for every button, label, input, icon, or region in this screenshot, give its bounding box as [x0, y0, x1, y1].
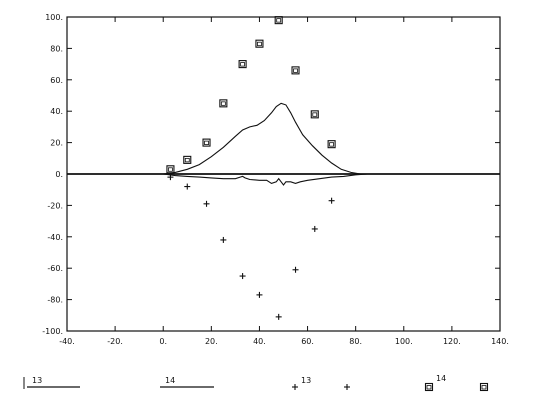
plus-marker — [292, 266, 299, 273]
legend-plus-marker — [292, 384, 298, 390]
square-marker — [291, 66, 300, 75]
square-marker-inner — [257, 41, 262, 47]
square-marker-inner — [276, 18, 282, 23]
square-marker-outer — [310, 110, 319, 119]
square-marker-inner — [293, 68, 298, 73]
square-marker — [327, 140, 336, 149]
series-line-13 — [67, 102, 500, 175]
square-marker-outer — [238, 60, 247, 69]
x-tick-label: 100. — [395, 337, 413, 346]
square-marker-outer — [202, 138, 211, 147]
square-marker-inner — [184, 157, 190, 163]
x-tick-label: 20. — [205, 337, 218, 346]
square-marker — [274, 16, 283, 25]
y-tick-label: 20. — [50, 139, 63, 148]
legend-square-inner — [481, 385, 487, 390]
y-tick-label: -80. — [47, 296, 63, 305]
plus-marker — [328, 197, 335, 204]
y-tick-label: -20. — [47, 201, 63, 210]
x-tick-label: 80. — [349, 337, 362, 346]
plus-marker — [311, 225, 318, 232]
square-marker — [166, 165, 175, 174]
y-tick-label: -60. — [47, 264, 63, 273]
square-marker-outer — [274, 16, 283, 25]
plus-marker — [275, 313, 282, 320]
legend-square-marker — [479, 382, 489, 392]
square-marker-inner — [204, 140, 209, 146]
y-tick-label: 40. — [50, 107, 63, 116]
square-marker-outer — [183, 155, 192, 164]
legend-label-14-square: 14 — [436, 374, 446, 383]
x-tick-label: 40. — [253, 337, 266, 346]
y-tick-label: 80. — [50, 44, 63, 53]
legend-square-inner — [426, 385, 432, 390]
legend-square-outer — [424, 382, 434, 392]
square-marker-inner — [329, 142, 335, 147]
legend-label-13-line: 13 — [32, 376, 42, 385]
square-marker — [255, 39, 264, 48]
plus-marker — [220, 236, 227, 243]
series-line-14 — [67, 173, 500, 186]
square-marker-inner — [168, 167, 173, 172]
plus-marker — [184, 183, 191, 190]
legend-square-outer — [479, 382, 489, 392]
x-tick-label: 60. — [301, 337, 314, 346]
plot-area: 100.80.60.40.20.0.-20.-40.-60.-80.-100.-… — [42, 13, 509, 346]
legend-label-14-line: 14 — [165, 376, 175, 385]
square-marker-inner — [240, 62, 246, 67]
square-marker-inner — [220, 101, 226, 106]
y-tick-label: -40. — [47, 233, 63, 242]
legend-square-marker — [424, 382, 434, 392]
square-marker — [202, 138, 211, 147]
y-tick-label: 100. — [45, 13, 63, 22]
x-tick-label: 140. — [491, 337, 509, 346]
legend: 13 14 13 14 — [23, 374, 489, 392]
legend-label-13-plus: 13 — [301, 376, 311, 385]
square-marker — [310, 110, 319, 119]
x-tick-label: -20. — [107, 337, 123, 346]
square-marker-outer — [255, 39, 264, 48]
square-marker-outer — [166, 165, 175, 174]
square-marker — [183, 155, 192, 164]
x-tick-label: 0. — [159, 337, 167, 346]
plus-marker — [167, 174, 174, 181]
y-tick-label: 60. — [50, 76, 63, 85]
square-marker — [219, 99, 228, 108]
x-tick-label: 120. — [443, 337, 461, 346]
square-marker-outer — [291, 66, 300, 75]
y-tick-label: -100. — [42, 327, 63, 336]
square-marker-inner — [312, 112, 318, 117]
plus-marker — [239, 273, 246, 280]
x-tick-label: -40. — [59, 337, 75, 346]
plus-marker — [203, 200, 210, 207]
y-tick-label: 0. — [55, 170, 63, 179]
plus-marker — [256, 291, 263, 298]
square-marker — [238, 60, 247, 69]
square-marker-outer — [219, 99, 228, 108]
square-marker-outer — [327, 140, 336, 149]
legend-plus-marker — [344, 384, 350, 390]
